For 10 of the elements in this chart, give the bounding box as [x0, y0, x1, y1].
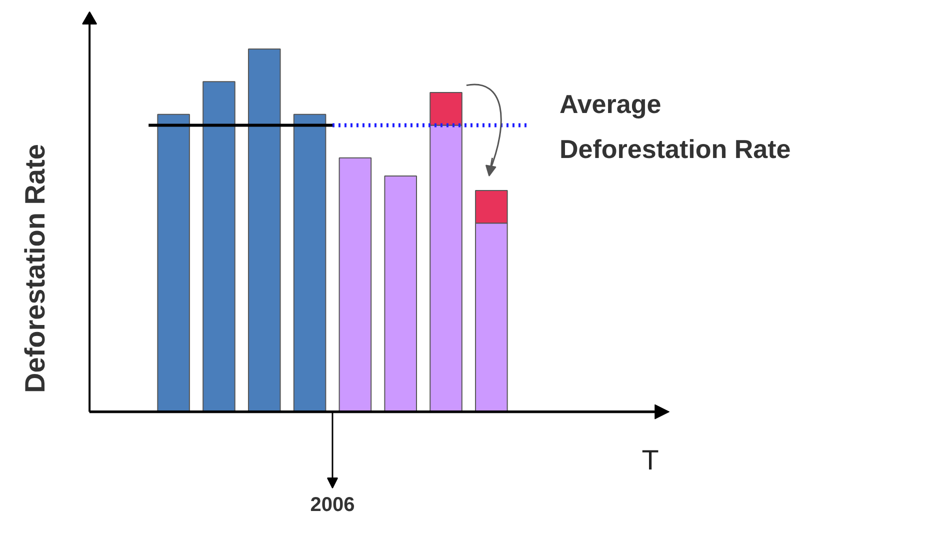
bar [338, 157, 372, 412]
bar [157, 114, 190, 412]
bar [202, 81, 236, 412]
x-axis-title: T [642, 444, 659, 476]
bar [293, 114, 326, 412]
bar [248, 48, 281, 412]
ref-line-label: Average Deforestation Rate [560, 88, 791, 164]
y-axis-title: Deforestation Rate [20, 144, 50, 393]
bar [384, 175, 417, 412]
text: 2006 [310, 494, 355, 516]
